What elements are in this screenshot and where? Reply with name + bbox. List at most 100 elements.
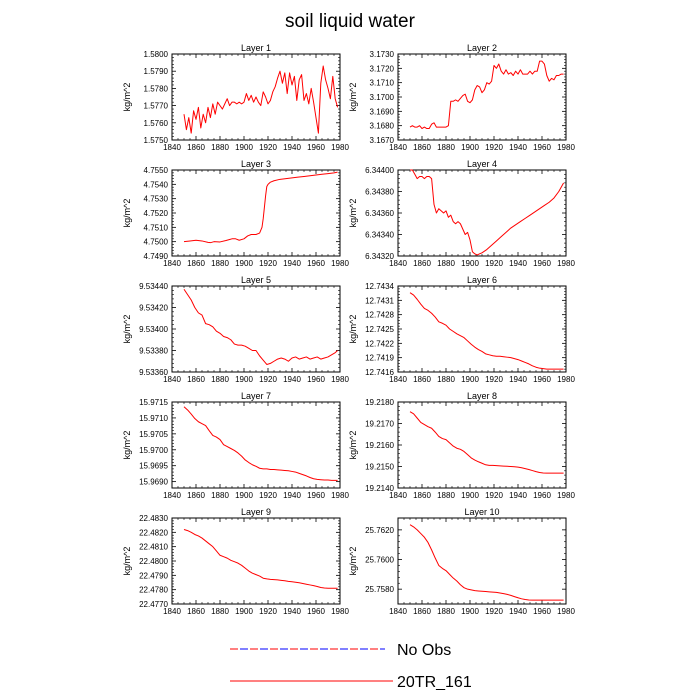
layer-2-xtick-label: 1940	[509, 143, 527, 152]
layer-8-ylabel: kg/m^2	[348, 431, 358, 460]
layer-6-xtick-label: 1840	[389, 375, 407, 384]
layer-4-ytick-label: 6.34360	[365, 209, 394, 218]
layer-8-ytick-label: 19.2160	[365, 441, 394, 450]
layer-3-title: Layer 3	[241, 159, 271, 169]
layer-9-xtick-label: 1980	[331, 607, 349, 616]
layer-1-xtick-label: 1980	[331, 143, 349, 152]
layer-3-plot-frame	[171, 169, 341, 257]
layer-4-xtick-label: 1860	[413, 259, 431, 268]
layer-6-ytick-label: 12.7425	[365, 325, 394, 334]
layer-8-xtick-label: 1840	[389, 491, 407, 500]
layer-3-xtick-label: 1920	[259, 259, 277, 268]
layer-6-plot-frame	[397, 285, 567, 373]
layer-9-series-20tr-161	[183, 528, 338, 589]
layer-9-ytick-label: 22.4790	[139, 571, 168, 580]
layer-7-xtick-label: 1900	[235, 491, 253, 500]
layer-8-title: Layer 8	[467, 391, 497, 401]
layer-8-xtick-label: 1880	[437, 491, 455, 500]
layer-2-xtick-label: 1920	[485, 143, 503, 152]
layer-4-panel: Layer 4 kg/m^2 1840 1860 1880 1900 1920 1940 196…	[348, 159, 575, 268]
layer-6-xtick-label: 1880	[437, 375, 455, 384]
layer-5-ytick-label: 9.53420	[139, 304, 168, 313]
layer-6-ytick-label: 12.7428	[365, 311, 394, 320]
layer-3-ylabel: kg/m^2	[122, 199, 132, 228]
layer-4-xtick-label: 1920	[485, 259, 503, 268]
layer-7-xtick-label: 1960	[307, 491, 325, 500]
layer-4-ytick-label: 6.34380	[365, 188, 394, 197]
layer-5-xtick-label: 1880	[211, 375, 229, 384]
layer-8-ytick-label: 19.2180	[365, 398, 394, 407]
layer-7-ytick-label: 15.9695	[139, 462, 168, 471]
layer-2-xtick-label: 1840	[389, 143, 407, 152]
layer-9-panel: Layer 9 kg/m^2 1840 1860 1880 1900 1920 1940 196…	[122, 507, 349, 616]
layer-2-title: Layer 2	[467, 43, 497, 53]
layer-2-ylabel: kg/m^2	[348, 83, 358, 112]
layer-5-ytick-label: 9.53400	[139, 325, 168, 334]
layer-5-series-20tr-161	[183, 288, 338, 365]
layer-10-xtick-label: 1980	[557, 607, 575, 616]
layer-5-xtick-label: 1980	[331, 375, 349, 384]
layer-7-xtick-label: 1920	[259, 491, 277, 500]
layer-5-ylabel: kg/m^2	[122, 315, 132, 344]
layer-4-xtick-label: 1880	[437, 259, 455, 268]
layer-8-ytick-label: 19.2140	[365, 484, 394, 493]
layer-2-xtick-label: 1980	[557, 143, 575, 152]
layer-7-xtick-label: 1860	[187, 491, 205, 500]
layer-3-panel: Layer 3 kg/m^2 1840 1860 1880 1900 1920 1940 196…	[122, 159, 349, 268]
figure-title: soil liquid water	[285, 11, 416, 32]
layer-7-xtick-label: 1880	[211, 491, 229, 500]
layer-6-xtick-label: 1980	[557, 375, 575, 384]
layer-1-ytick-label: 1.5760	[144, 119, 169, 128]
layer-3-ytick-label: 4.7490	[144, 252, 169, 261]
layer-6-xtick-label: 1860	[413, 375, 431, 384]
layer-4-xtick-label: 1980	[557, 259, 575, 268]
layer-2-xtick-label: 1880	[437, 143, 455, 152]
layer-5-ytick-label: 9.53440	[139, 282, 168, 291]
layer-4-ylabel: kg/m^2	[348, 199, 358, 228]
layer-8-xtick-label: 1900	[461, 491, 479, 500]
layer-3-xtick-label: 1960	[307, 259, 325, 268]
layer-4-ytick-label: 6.34400	[365, 166, 394, 175]
layer-5-panel: Layer 5 kg/m^2 1840 1860 1880 1900 1920 1940 196…	[122, 275, 349, 384]
layer-9-xtick-label: 1960	[307, 607, 325, 616]
layer-3-xtick-label: 1860	[187, 259, 205, 268]
layer-3-xtick-label: 1900	[235, 259, 253, 268]
layer-4-ytick-label: 6.34320	[365, 252, 394, 261]
layer-7-title: Layer 7	[241, 391, 271, 401]
layer-1-ytick-label: 1.5780	[144, 84, 169, 93]
layer-9-xtick-label: 1900	[235, 607, 253, 616]
layer-6-panel: Layer 6 kg/m^2 1840 1860 1880 1900 1920 1940 196…	[348, 275, 575, 384]
layer-1-xtick-label: 1840	[163, 143, 181, 152]
layer-8-xtick-label: 1940	[509, 491, 527, 500]
layer-4-title: Layer 4	[467, 159, 497, 169]
legend: No Obs 20TR_161	[230, 642, 472, 691]
layer-6-xtick-label: 1900	[461, 375, 479, 384]
layer-9-ytick-label: 22.4770	[139, 600, 168, 609]
layer-10-title: Layer 10	[464, 507, 499, 517]
layer-7-xtick-label: 1840	[163, 491, 181, 500]
layer-1-panel: Layer 1 kg/m^2 1840 1860 1880 1900 1920 1940 196…	[122, 43, 349, 152]
layer-4-series-20tr-161	[410, 169, 565, 256]
layer-2-ytick-label: 3.1720	[370, 64, 395, 73]
layer-6-xtick-label: 1920	[485, 375, 503, 384]
layer-3-ytick-label: 4.7500	[144, 238, 169, 247]
layer-8-plot-frame	[397, 401, 567, 489]
layer-7-ytick-label: 15.9705	[139, 430, 168, 439]
layer-7-xtick-label: 1940	[283, 491, 301, 500]
layer-9-title: Layer 9	[241, 507, 271, 517]
layer-1-series-20tr-161	[183, 65, 339, 134]
layer-8-panel: Layer 8 kg/m^2 1840 1860 1880 1900 1920 1940 196…	[348, 391, 575, 500]
layer-7-panel: Layer 7 kg/m^2 1840 1860 1880 1900 1920 1940 196…	[122, 391, 349, 500]
layer-6-ytick-label: 12.7416	[365, 368, 394, 377]
layer-8-series-20tr-161	[409, 411, 564, 474]
layer-6-ytick-label: 12.7422	[365, 339, 394, 348]
layer-9-ytick-label: 22.4800	[139, 557, 168, 566]
layer-5-xtick-label: 1840	[163, 375, 181, 384]
layer-8-xtick-label: 1960	[533, 491, 551, 500]
layer-4-ytick-label: 6.34340	[365, 231, 394, 240]
layer-10-xtick-label: 1940	[509, 607, 527, 616]
layer-6-ytick-label: 12.7434	[365, 282, 394, 291]
layer-1-xtick-label: 1960	[307, 143, 325, 152]
layer-10-ylabel: kg/m^2	[348, 547, 358, 576]
layer-2-ytick-label: 3.1680	[370, 122, 395, 131]
